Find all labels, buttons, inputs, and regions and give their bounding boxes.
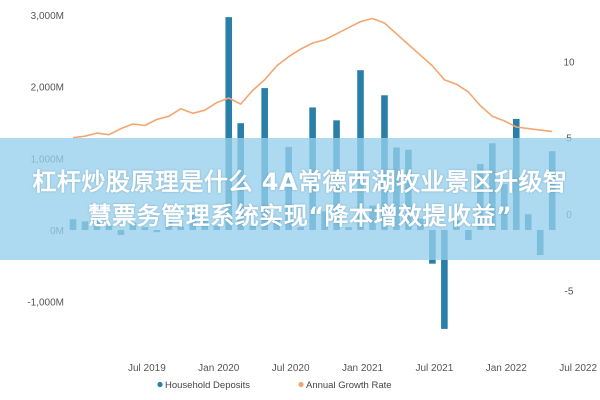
x-tick-label: Jan 2020	[198, 363, 240, 374]
legend-marker-deposits	[157, 381, 163, 388]
y-left-tick-label: -1,000M	[27, 298, 64, 309]
legend-marker-growth	[298, 381, 304, 388]
x-tick-label: Jul 2019	[128, 363, 166, 374]
y-left-tick-label: 3,000M	[31, 11, 64, 22]
y-left-tick-label: 2,000M	[31, 83, 64, 94]
deposit-bar	[225, 17, 233, 231]
growth-rate-line	[72, 17, 553, 139]
x-tick-label: Jan 2021	[342, 363, 384, 374]
x-tick-label: Jul 2021	[415, 363, 453, 374]
x-tick-label: Jul 2020	[272, 363, 310, 374]
legend-label-deposits: Household Deposits	[165, 380, 250, 391]
legend-label-growth: Annual Growth Rate	[306, 380, 392, 391]
x-tick-label: Jul 2022	[559, 363, 597, 374]
headline-line-2: 慧票务管理系统实现“降本增效提收益”	[87, 202, 513, 230]
headline-banner: 杠杆炒股原理是什么 4A常德西湖牧业景区升级智 慧票务管理系统实现“降本增效提收…	[0, 138, 600, 260]
deposit-bar	[441, 230, 448, 329]
headline-line-1: 杠杆炒股原理是什么 4A常德西湖牧业景区升级智	[32, 168, 568, 196]
y-right-tick-label: -5	[565, 287, 574, 298]
y-right-tick-label: 10	[563, 57, 575, 68]
x-tick-label: Jan 2022	[486, 363, 528, 374]
